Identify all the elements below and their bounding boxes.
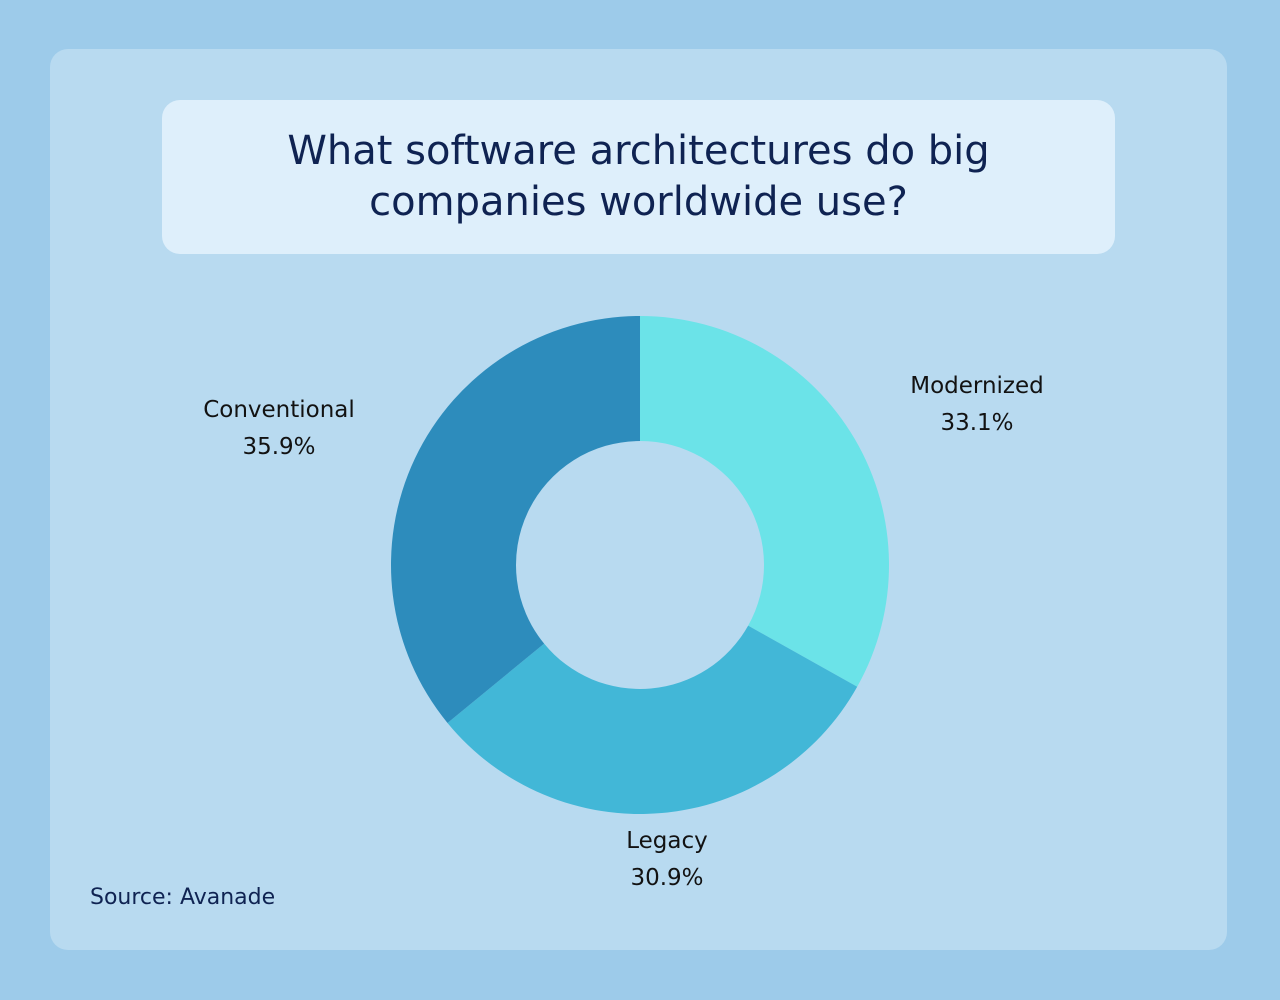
slice-value-conventional: 35.9% <box>242 434 315 460</box>
donut-slices <box>391 316 889 814</box>
title-box: What software architectures do big compa… <box>162 100 1115 254</box>
source-note: Source: Avanade <box>90 885 276 910</box>
slice-label-conventional: Conventional <box>203 397 355 423</box>
slice-value-modernized: 33.1% <box>940 410 1013 436</box>
slice-label-modernized: Modernized <box>910 373 1044 399</box>
slice-value-legacy: 30.9% <box>630 865 703 891</box>
donut-chart: Modernized 33.1% Legacy 30.9% Conventional 35… <box>203 316 1044 891</box>
slice-label-legacy: Legacy <box>626 828 708 854</box>
slice-modernized <box>640 316 889 687</box>
chart-title: What software architectures do big compa… <box>287 128 990 225</box>
slice-conventional <box>391 316 640 723</box>
slice-labels: Modernized 33.1% Legacy 30.9% Conventional 35… <box>203 373 1044 891</box>
slice-legacy <box>447 625 858 814</box>
chart-card: What software architectures do big compa… <box>50 49 1227 950</box>
